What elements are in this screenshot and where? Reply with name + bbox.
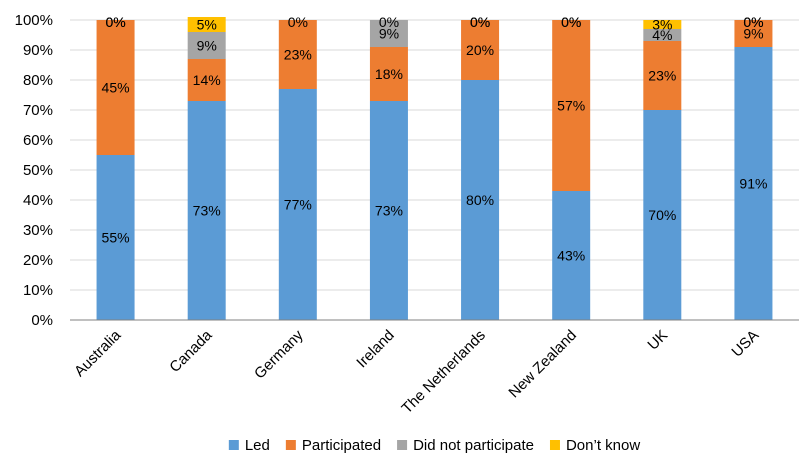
bar-segment: [369, 47, 408, 101]
y-tick-label: 0%: [31, 312, 53, 329]
data-label: 18%: [375, 66, 403, 82]
data-label: 4%: [652, 27, 672, 43]
bar-segment: [643, 29, 682, 41]
data-label: 20%: [466, 42, 494, 58]
legend-label: Did not participate: [413, 437, 534, 454]
bars: [96, 17, 773, 320]
bar-segment: [643, 110, 682, 320]
bar-segment: [369, 101, 408, 320]
legend-item: Led: [228, 437, 270, 454]
y-tick-label: 100%: [15, 12, 53, 29]
x-axis-categories: Australia Canada Germany Ireland The Netherl…: [71, 326, 762, 417]
bar-segment: [552, 191, 591, 320]
x-category-label: USA: [728, 327, 762, 361]
bar-segment: [278, 20, 317, 89]
data-label: 9%: [379, 26, 399, 42]
data-label: 45%: [102, 80, 130, 96]
x-category-label: Ireland: [353, 327, 397, 371]
bar-segment: [187, 59, 226, 101]
data-label: 55%: [102, 230, 130, 246]
x-category-label: UK: [644, 327, 671, 354]
data-label: 70%: [648, 207, 676, 223]
y-tick-label: 50%: [23, 162, 53, 179]
legend-swatch: [397, 440, 408, 450]
y-tick-label: 90%: [23, 42, 53, 59]
data-label: 0%: [743, 14, 763, 30]
bar-segment: [96, 20, 135, 155]
bar-segment: [643, 20, 682, 29]
y-tick-label: 80%: [23, 72, 53, 89]
data-label: 73%: [193, 203, 221, 219]
data-label: 0%: [105, 14, 125, 30]
x-category-label: Australia: [71, 326, 125, 380]
data-label: 14%: [193, 72, 221, 88]
data-label: 91%: [739, 176, 767, 192]
y-tick-label: 30%: [23, 222, 53, 239]
data-label: 9%: [197, 38, 217, 54]
y-tick-label: 60%: [23, 132, 53, 149]
data-label: 0%: [105, 14, 125, 30]
legend: Led Participated Did not participate Don’t …: [228, 437, 640, 454]
legend-item: Did not participate: [397, 437, 534, 454]
data-label: 0%: [470, 14, 490, 30]
legend-item: Don’t know: [549, 437, 640, 454]
data-label: 23%: [284, 47, 312, 63]
legend-item: Participated: [285, 437, 381, 454]
bar-segment: [552, 20, 591, 191]
data-label: 0%: [288, 14, 308, 30]
bar-segment: [461, 80, 500, 320]
bar-segment: [187, 17, 226, 32]
bar-segment: [734, 20, 773, 47]
data-label: 0%: [470, 14, 490, 30]
data-label: 3%: [652, 17, 672, 33]
legend-swatch: [549, 440, 560, 450]
legend-swatch: [285, 440, 296, 450]
data-label: 73%: [375, 203, 403, 219]
data-label: 0%: [743, 14, 763, 30]
y-tick-label: 70%: [23, 102, 53, 119]
bar-segment: [278, 89, 317, 320]
data-label: 77%: [284, 197, 312, 213]
data-label: 0%: [561, 14, 581, 30]
x-category-label: The Netherlands: [398, 327, 488, 417]
x-category-label: Germany: [251, 326, 307, 382]
y-tick-label: 40%: [23, 192, 53, 209]
bar-segment: [369, 20, 408, 47]
data-labels: 55%45%0%0%73%14%9%5%77%23%0%73%18%9%0%80…: [102, 14, 768, 264]
bar-segment: [461, 20, 500, 80]
bar-segment: [187, 101, 226, 320]
data-label: 80%: [466, 192, 494, 208]
x-category-label: Canada: [166, 326, 216, 376]
legend-label: Led: [245, 437, 270, 454]
data-label: 9%: [743, 26, 763, 42]
data-label: 57%: [557, 98, 585, 114]
bar-segment: [734, 47, 773, 320]
data-label: 0%: [561, 14, 581, 30]
y-tick-label: 10%: [23, 282, 53, 299]
bar-segment: [96, 155, 135, 320]
x-category-label: New Zealand: [505, 327, 580, 402]
gridlines: [70, 19, 799, 291]
legend-swatch: [228, 440, 239, 450]
data-label: 5%: [197, 17, 217, 33]
data-label: 23%: [648, 68, 676, 84]
y-axis-ticks: 0% 10% 20% 30% 40% 50% 60% 70% 80% 90% 100%: [15, 12, 53, 329]
data-label: 43%: [557, 248, 585, 264]
y-tick-label: 20%: [23, 252, 53, 269]
bar-segment: [643, 41, 682, 110]
legend-label: Participated: [302, 437, 381, 454]
data-label: 0%: [379, 14, 399, 30]
legend-label: Don’t know: [566, 437, 640, 454]
bar-segment: [187, 32, 226, 59]
